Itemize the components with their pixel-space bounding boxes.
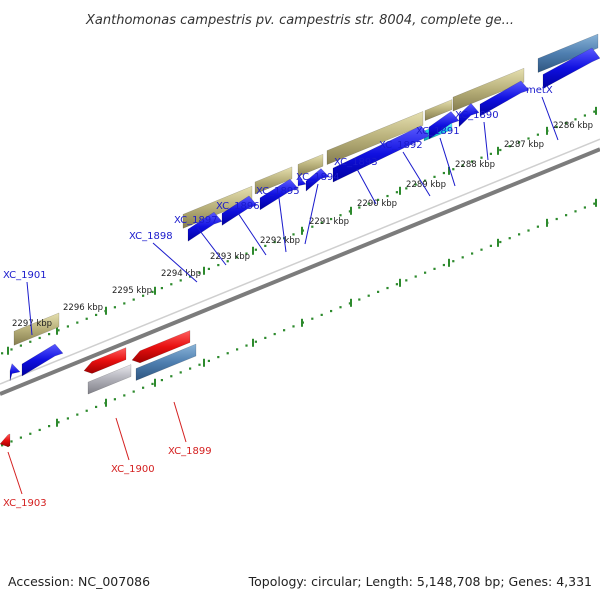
tick-label: 2292 kbp [260, 236, 300, 246]
gene-label-forward: XC_1901 [3, 270, 47, 281]
gene-block [424, 99, 453, 121]
leader-line [7, 451, 23, 495]
gene-label-reverse: XC_1903 [3, 498, 47, 509]
cds-forward [221, 195, 258, 226]
tick-label: 2286 kbp [553, 121, 593, 131]
cds-reverse [83, 347, 127, 374]
leader-line [196, 226, 227, 266]
tick-label: 2290 kbp [357, 199, 397, 209]
gene-label-forward: XC_1891 [416, 126, 460, 137]
tick-label: 2287 kbp [504, 140, 544, 150]
cds-forward [428, 111, 460, 140]
leader-line [483, 121, 489, 161]
cds-forward [542, 47, 600, 89]
cds-forward [479, 80, 530, 117]
features [0, 33, 600, 448]
labels: 2286 kbp 2287 kbp 2288 kbp 2289 kbp 2290 kbp… [3, 85, 593, 509]
cds-forward [458, 102, 480, 128]
gene-label-forward: XC_1895 [256, 186, 300, 197]
tick-label: 2295 kbp [112, 286, 152, 296]
tick-label: 2294 kbp [161, 269, 201, 279]
tick-row-upper [1, 106, 597, 355]
leader-line [152, 242, 198, 283]
gene-label-forward: XC_1894 [296, 172, 340, 183]
gene-label-forward: XC_1893 [334, 157, 378, 168]
gene-label-reverse: XC_1900 [111, 464, 155, 475]
leader-line [237, 212, 267, 256]
leader-line [173, 401, 187, 443]
leader-line [26, 281, 33, 336]
cds-forward [9, 363, 21, 381]
misc-block [135, 343, 197, 381]
leader-line [356, 168, 377, 205]
gene-label-forward: XC_1890 [455, 110, 499, 121]
gene-block [13, 312, 60, 346]
gene-label-forward: metX [526, 85, 553, 96]
leader-line [541, 96, 559, 141]
tick-label: 2288 kbp [455, 160, 495, 170]
gene-block [254, 166, 293, 195]
cds-forward [259, 178, 299, 211]
tick-label: 2293 kbp [210, 252, 250, 262]
leader-line [115, 417, 130, 461]
grey-block [87, 364, 132, 395]
cds-forward [305, 168, 330, 192]
leader-line [439, 137, 456, 187]
misc-block [537, 33, 599, 73]
cds-forward [332, 125, 430, 183]
gene-label-forward: XC_1892 [379, 140, 423, 151]
tick-label: 2291 kbp [309, 217, 349, 227]
leader-line [304, 183, 319, 245]
backbone-strand-upper [0, 138, 600, 385]
cds-reverse [0, 433, 11, 448]
gene-label-forward: XC_1897 [174, 215, 218, 226]
tick-label: 2297 kbp [12, 319, 52, 329]
tick-label: 2296 kbp [63, 303, 103, 313]
leader-line [402, 151, 431, 197]
leader-line [278, 197, 287, 253]
map-title: Xanthomonas campestris pv. campestris st… [85, 13, 514, 28]
genome-backbone [0, 138, 600, 396]
gene-label-forward: XC_1898 [129, 231, 173, 242]
gene-block [297, 153, 324, 177]
accession-text: Accession: NC_007086 [8, 574, 150, 589]
cds-forward [21, 343, 64, 377]
gene-label-reverse: XC_1899 [168, 446, 212, 457]
gene-block [452, 67, 525, 112]
gene-label-forward: XC_1896 [216, 201, 260, 212]
topology-text: Topology: circular; Length: 5,148,708 bp… [248, 574, 592, 589]
tick-label: 2289 kbp [406, 180, 446, 190]
gene-block [326, 111, 424, 165]
cds-reverse [131, 330, 191, 364]
tick-marks [1, 106, 597, 447]
tick-row-lower [1, 198, 597, 447]
cds-forward [297, 175, 307, 193]
cds-forward [187, 211, 223, 242]
backbone-strand-lower [0, 147, 600, 396]
